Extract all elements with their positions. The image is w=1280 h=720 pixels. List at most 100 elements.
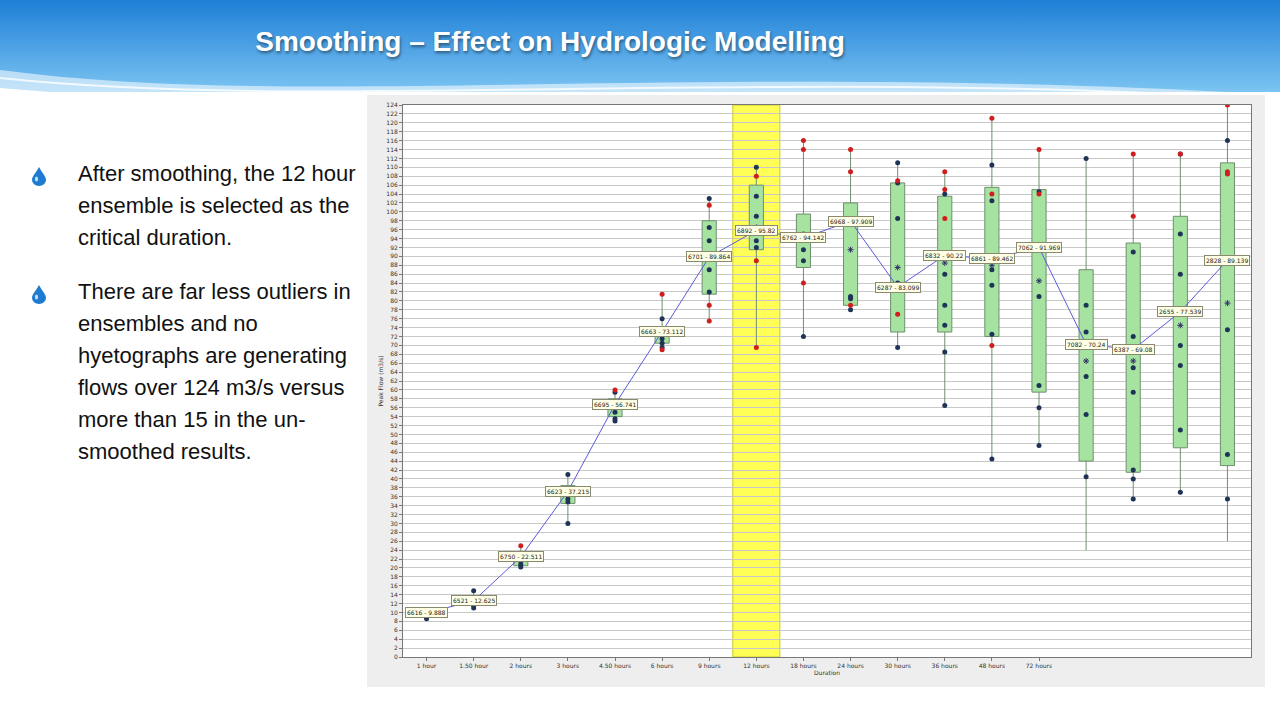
svg-text:7062 - 91.969: 7062 - 91.969 [1018,244,1060,251]
svg-text:18 hours: 18 hours [790,662,816,669]
svg-text:50: 50 [390,431,398,438]
svg-text:16: 16 [390,582,398,589]
svg-text:56: 56 [390,404,398,411]
svg-text:14: 14 [390,591,398,598]
svg-text:76: 76 [390,315,398,322]
svg-text:68: 68 [390,350,398,357]
svg-text:96: 96 [390,226,398,233]
svg-text:6892 - 95.82: 6892 - 95.82 [737,227,776,234]
svg-text:98: 98 [390,217,398,224]
svg-text:124: 124 [386,101,398,108]
svg-text:80: 80 [390,297,398,304]
svg-text:34: 34 [390,502,398,509]
svg-text:72: 72 [390,333,398,340]
svg-text:6287 - 83.099: 6287 - 83.099 [877,284,919,291]
svg-text:90: 90 [390,252,398,259]
svg-text:102: 102 [386,199,398,206]
svg-text:6623 - 37.215: 6623 - 37.215 [547,488,589,495]
svg-text:70: 70 [390,341,398,348]
svg-text:6762 - 94.142: 6762 - 94.142 [782,234,824,241]
svg-text:72 hours: 72 hours [1026,662,1052,669]
svg-text:24: 24 [390,546,398,553]
svg-text:6: 6 [394,626,398,633]
svg-text:32: 32 [390,511,398,518]
svg-text:0: 0 [394,653,398,660]
svg-text:12: 12 [390,600,398,607]
svg-text:62: 62 [390,377,398,384]
svg-text:40: 40 [390,475,398,482]
svg-text:58: 58 [390,395,398,402]
svg-text:36: 36 [390,493,398,500]
svg-text:60: 60 [390,386,398,393]
svg-text:4.50 hours: 4.50 hours [599,662,631,669]
html-text:There are far less outliers in: There are far less outliers in ensembles… [78,279,351,464]
svg-text:6701 - 89.864: 6701 - 89.864 [688,253,730,260]
svg-text:22: 22 [390,555,398,562]
svg-text:20: 20 [390,564,398,571]
svg-text:6616 - 9.888: 6616 - 9.888 [407,609,446,616]
svg-text:106: 106 [386,181,398,188]
svg-text:2655 - 77.539: 2655 - 77.539 [1159,308,1201,315]
svg-text:74: 74 [390,324,398,331]
svg-text:94: 94 [390,235,398,242]
svg-text:2828 - 89.139: 2828 - 89.139 [1206,257,1248,264]
svg-text:30: 30 [390,520,398,527]
html-text:Smoothing – Effect on Hydrolog: Smoothing – Effect on Hydrologic Modelli… [255,26,845,57]
svg-text:26: 26 [390,537,398,544]
svg-text:6750 - 22.511: 6750 - 22.511 [500,553,542,560]
svg-text:4: 4 [394,635,398,642]
svg-text:64: 64 [390,368,398,375]
svg-text:6521 - 12.625: 6521 - 12.625 [453,597,495,604]
svg-text:52: 52 [390,422,398,429]
svg-text:112: 112 [386,155,398,162]
html-text:After smoothing, the 12 hour e: After smoothing, the 12 hour ensemble is… [78,161,356,250]
svg-text:104: 104 [386,190,398,197]
svg-text:118: 118 [386,128,398,135]
svg-text:6387 - 69.08: 6387 - 69.08 [1114,346,1153,353]
svg-text:18: 18 [390,573,398,580]
svg-text:3 hours: 3 hours [557,662,580,669]
svg-text:92: 92 [390,244,398,251]
svg-text:6968 - 97.909: 6968 - 97.909 [830,218,872,225]
svg-text:116: 116 [386,137,398,144]
svg-text:46: 46 [390,448,398,455]
svg-text:6861 - 89.462: 6861 - 89.462 [971,255,1013,262]
svg-text:114: 114 [386,146,398,153]
svg-text:6663 - 73.112: 6663 - 73.112 [641,328,683,335]
svg-text:78: 78 [390,306,398,313]
svg-text:84: 84 [390,279,398,286]
svg-text:1 hour: 1 hour [417,662,437,669]
svg-text:12 hours: 12 hours [743,662,769,669]
svg-text:Duration: Duration [814,669,840,676]
svg-text:Peak Flow (m3/s): Peak Flow (m3/s) [377,355,384,406]
svg-text:8: 8 [394,617,398,624]
svg-text:6832 - 90.22: 6832 - 90.22 [925,252,964,259]
svg-text:100: 100 [386,208,398,215]
svg-text:120: 120 [386,119,398,126]
svg-text:7082 - 70.24: 7082 - 70.24 [1067,341,1106,348]
svg-text:6 hours: 6 hours [651,662,674,669]
svg-text:42: 42 [390,466,398,473]
svg-text:54: 54 [390,413,398,420]
svg-text:88: 88 [390,261,398,268]
svg-text:86: 86 [390,270,398,277]
svg-text:28: 28 [390,528,398,535]
svg-text:38: 38 [390,484,398,491]
svg-text:44: 44 [390,457,398,464]
svg-text:30 hours: 30 hours [884,662,910,669]
svg-text:2 hours: 2 hours [509,662,532,669]
svg-text:48 hours: 48 hours [979,662,1005,669]
svg-text:10: 10 [390,609,398,616]
svg-text:1.50 hour: 1.50 hour [459,662,489,669]
svg-text:122: 122 [386,110,398,117]
svg-text:2: 2 [394,644,398,651]
svg-text:48: 48 [390,439,398,446]
svg-text:6695 - 56.741: 6695 - 56.741 [594,401,636,408]
svg-text:24 hours: 24 hours [837,662,863,669]
svg-text:110: 110 [386,163,398,170]
svg-text:36 hours: 36 hours [932,662,958,669]
svg-text:108: 108 [386,172,398,179]
svg-text:9 hours: 9 hours [698,662,721,669]
svg-text:66: 66 [390,359,398,366]
svg-text:82: 82 [390,288,398,295]
